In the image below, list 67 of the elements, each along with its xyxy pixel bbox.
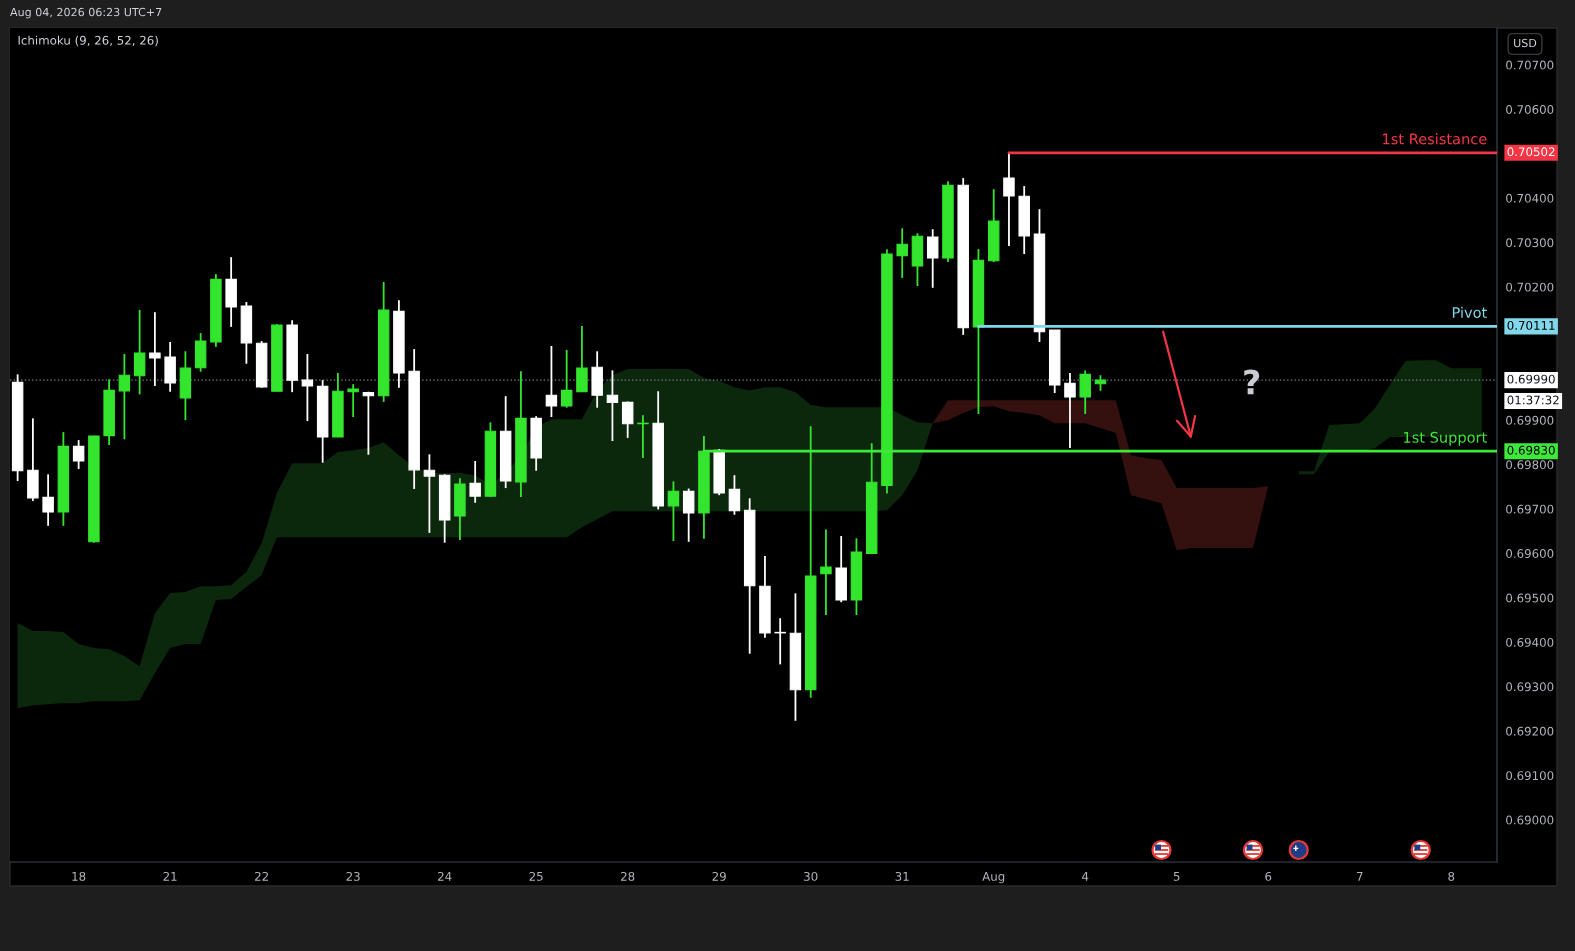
candlestick — [682, 487, 695, 543]
y-tick-label: 0.69900 — [1506, 415, 1554, 425]
candlestick — [667, 480, 680, 542]
candlestick — [621, 400, 634, 439]
candlestick — [72, 439, 85, 470]
y-tick-label: 0.69700 — [1506, 504, 1554, 514]
x-tick-label: 21 — [163, 871, 177, 881]
x-tick-label: 22 — [255, 871, 268, 881]
ref-line-label: 0.69990 — [1507, 374, 1555, 384]
candlestick — [896, 227, 908, 279]
y-tick-label: 0.69100 — [1506, 771, 1554, 781]
candlestick — [149, 311, 161, 387]
data-label: 0.69830 — [1507, 445, 1555, 455]
candlestick — [728, 474, 741, 516]
candlestick — [576, 325, 588, 393]
candlestick — [1079, 369, 1091, 415]
series-label: 1st Resistance — [1383, 133, 1487, 145]
annotation: ? — [1244, 369, 1260, 395]
x-tick-label: 4 — [1082, 872, 1089, 881]
candlestick — [545, 345, 558, 418]
data-label: 0.70502 — [1507, 147, 1555, 157]
candlestick — [820, 528, 832, 616]
y-tick-label: 0.70600 — [1506, 104, 1554, 114]
y-tick-label: 0.69400 — [1506, 637, 1554, 647]
candlestick — [362, 390, 375, 456]
candlestick — [560, 349, 573, 409]
candlestick — [606, 369, 619, 442]
series-label: 1st Support — [1404, 431, 1487, 446]
y-axis-title: USD — [1514, 38, 1537, 48]
candlestick — [423, 453, 436, 534]
candlestick — [926, 228, 939, 289]
x-tick-label: 7 — [1356, 872, 1363, 881]
y-tick-label: 0.69200 — [1506, 726, 1554, 736]
candlestick — [42, 473, 54, 527]
candlestick — [133, 309, 146, 396]
x-tick-label: 25 — [529, 871, 543, 881]
chart-title: Aug 04, 2026 06:23 UTC+7 — [10, 7, 162, 19]
x-tick-label: 29 — [712, 871, 726, 881]
x-tick-label: 23 — [346, 871, 360, 881]
series-label: Pivot — [1452, 306, 1487, 319]
y-tick-label: 0.69600 — [1506, 549, 1554, 559]
x-tick-label: 6 — [1265, 871, 1272, 881]
x-tick-label: 28 — [621, 871, 635, 881]
candlestick — [347, 383, 359, 418]
x-tick-label: Aug — [982, 872, 1005, 884]
candlestick — [1003, 151, 1015, 247]
x-tick-label: 30 — [804, 871, 818, 881]
y-tick-label: 0.69300 — [1506, 682, 1554, 692]
y-tick-label: 0.70200 — [1506, 282, 1554, 292]
x-tick-label: 5 — [1173, 872, 1180, 881]
candlestick — [118, 353, 131, 441]
candlestick — [1064, 372, 1076, 450]
x-tick-label: 24 — [438, 871, 452, 881]
text: 01:37:32 — [1507, 395, 1559, 405]
x-tick-label: 31 — [895, 871, 909, 881]
annotation: Ichimoku (9, 26, 52, 26) — [18, 35, 158, 47]
candlestick — [469, 460, 481, 504]
x-tick-label: 8 — [1448, 871, 1455, 881]
y-tick-label: 0.70400 — [1506, 193, 1554, 203]
y-tick-label: 0.69000 — [1506, 815, 1554, 825]
y-tick-label: 0.70700 — [1506, 60, 1554, 70]
y-tick-label: 0.69500 — [1506, 593, 1554, 603]
data-label: 0.70111 — [1507, 320, 1555, 330]
x-tick-label: 18 — [72, 871, 86, 881]
y-tick-label: 0.70300 — [1506, 238, 1554, 248]
y-tick-label: 0.69800 — [1506, 460, 1554, 470]
candlestick — [301, 353, 314, 422]
